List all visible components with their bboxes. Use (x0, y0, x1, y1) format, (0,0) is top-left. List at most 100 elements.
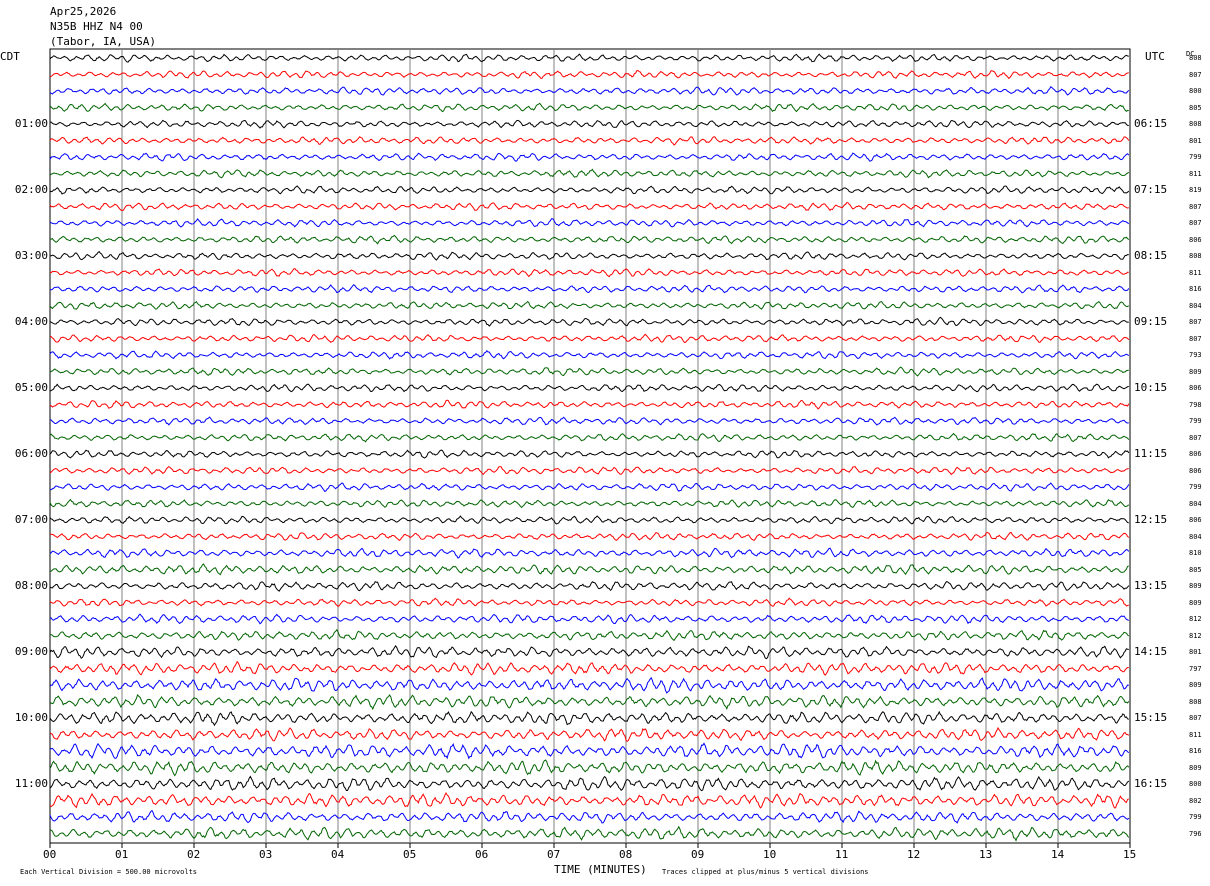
x-tick-label: 14 (1051, 848, 1065, 861)
trace-3 (49, 86, 1130, 96)
trace-34 (49, 597, 1129, 607)
dc-value: 797 (1189, 664, 1202, 673)
dc-value: 808 (1189, 120, 1202, 128)
trace-44 (49, 759, 1130, 777)
trace-43 (49, 742, 1130, 760)
dc-value: 807 (1189, 318, 1202, 326)
x-tick-label: 06 (475, 848, 489, 861)
dc-value: 807 (1189, 202, 1202, 211)
trace-37 (49, 645, 1129, 660)
trace-23 (49, 416, 1129, 426)
right-timezone-label: UTC (1145, 50, 1165, 63)
trace-10 (49, 201, 1129, 212)
trace-20 (49, 366, 1129, 377)
dc-value: 800 (1189, 87, 1202, 95)
trace-33 (49, 580, 1130, 592)
header-date: Apr25,2026 (50, 5, 117, 18)
utc-hour-label: 08:15 (1134, 249, 1168, 262)
dc-value: 819 (1189, 186, 1202, 194)
utc-hour-label: 15:15 (1134, 711, 1168, 724)
cdt-hour-label: 10:00 (14, 711, 48, 724)
cdt-hour-label: 04:00 (14, 315, 48, 328)
trace-13 (49, 250, 1129, 261)
dc-value: 807 (1189, 433, 1202, 442)
x-tick-label: 15 (1123, 848, 1137, 861)
trace-5 (49, 119, 1129, 129)
x-tick-label: 09 (691, 848, 705, 861)
trace-28 (49, 498, 1130, 509)
dc-value: 799 (1189, 417, 1202, 425)
dc-value: 808 (1189, 697, 1202, 706)
cdt-hour-label: 08:00 (14, 579, 48, 592)
x-tick-label: 08 (619, 848, 633, 861)
x-tick-label: 04 (331, 848, 345, 861)
cdt-hour-label: 07:00 (14, 513, 48, 526)
cdt-hour-label: 01:00 (14, 117, 48, 130)
dc-value: 816 (1189, 285, 1202, 293)
dc-value: 808 (1189, 252, 1202, 260)
utc-hour-label: 16:15 (1134, 777, 1168, 790)
trace-19 (49, 349, 1130, 360)
trace-38 (49, 660, 1129, 676)
trace-2 (49, 69, 1129, 80)
trace-40 (49, 693, 1130, 711)
utc-hour-label: 10:15 (1134, 381, 1168, 394)
dc-column-label: DC (1186, 50, 1195, 58)
dc-value: 804 (1189, 301, 1202, 310)
x-tick-label: 12 (907, 848, 921, 861)
x-tick-label: 02 (187, 848, 201, 861)
trace-48 (49, 825, 1130, 842)
cdt-hour-label: 09:00 (14, 645, 48, 658)
x-tick-label: 10 (763, 848, 777, 861)
trace-36 (49, 628, 1130, 642)
trace-16 (49, 300, 1130, 310)
trace-42 (49, 726, 1130, 743)
dc-value: 800 (1189, 780, 1202, 788)
footer-clip-note: Traces clipped at plus/minus 5 vertical … (662, 868, 869, 876)
trace-41 (49, 710, 1129, 727)
dc-value: 806 (1189, 466, 1202, 475)
trace-11 (49, 217, 1130, 228)
utc-hour-label: 14:15 (1134, 645, 1168, 658)
trace-25 (49, 449, 1130, 459)
dc-value: 812 (1189, 615, 1202, 623)
dc-value: 816 (1189, 747, 1202, 755)
dc-value: 807 (1189, 219, 1202, 227)
dc-value: 793 (1189, 351, 1202, 359)
dc-value: 806 (1189, 384, 1202, 392)
trace-4 (49, 102, 1129, 113)
dc-value: 796 (1189, 829, 1202, 838)
trace-31 (49, 547, 1130, 559)
utc-hour-label: 07:15 (1134, 183, 1168, 196)
x-tick-label: 11 (835, 848, 849, 861)
utc-hour-label: 09:15 (1134, 315, 1168, 328)
trace-21 (49, 383, 1129, 393)
dc-value: 807 (1189, 714, 1202, 722)
dc-value: 806 (1189, 235, 1202, 244)
dc-value: 807 (1189, 70, 1202, 79)
trace-1 (49, 53, 1129, 63)
trace-22 (49, 399, 1130, 410)
trace-39 (49, 676, 1129, 694)
trace-24 (49, 432, 1130, 443)
dc-value: 809 (1189, 367, 1202, 376)
trace-18 (49, 333, 1130, 344)
dc-value: 811 (1189, 169, 1202, 178)
dc-value: 805 (1189, 565, 1202, 574)
x-tick-label: 05 (403, 848, 417, 861)
footer-scale-note: Each Vertical Division = 500.00 microvol… (20, 868, 198, 876)
utc-hour-label: 06:15 (1134, 117, 1168, 130)
trace-17 (49, 316, 1129, 327)
cdt-hour-label: 02:00 (14, 183, 48, 196)
left-timezone-label: CDT (0, 50, 20, 63)
trace-29 (49, 515, 1129, 525)
trace-26 (49, 465, 1129, 476)
x-tick-label: 13 (979, 848, 993, 861)
dc-value: 799 (1189, 153, 1202, 161)
dc-value: 804 (1189, 532, 1202, 541)
cdt-hour-label: 06:00 (14, 447, 48, 460)
trace-15 (49, 284, 1130, 294)
x-tick-label: 01 (115, 848, 129, 861)
trace-47 (49, 809, 1130, 824)
